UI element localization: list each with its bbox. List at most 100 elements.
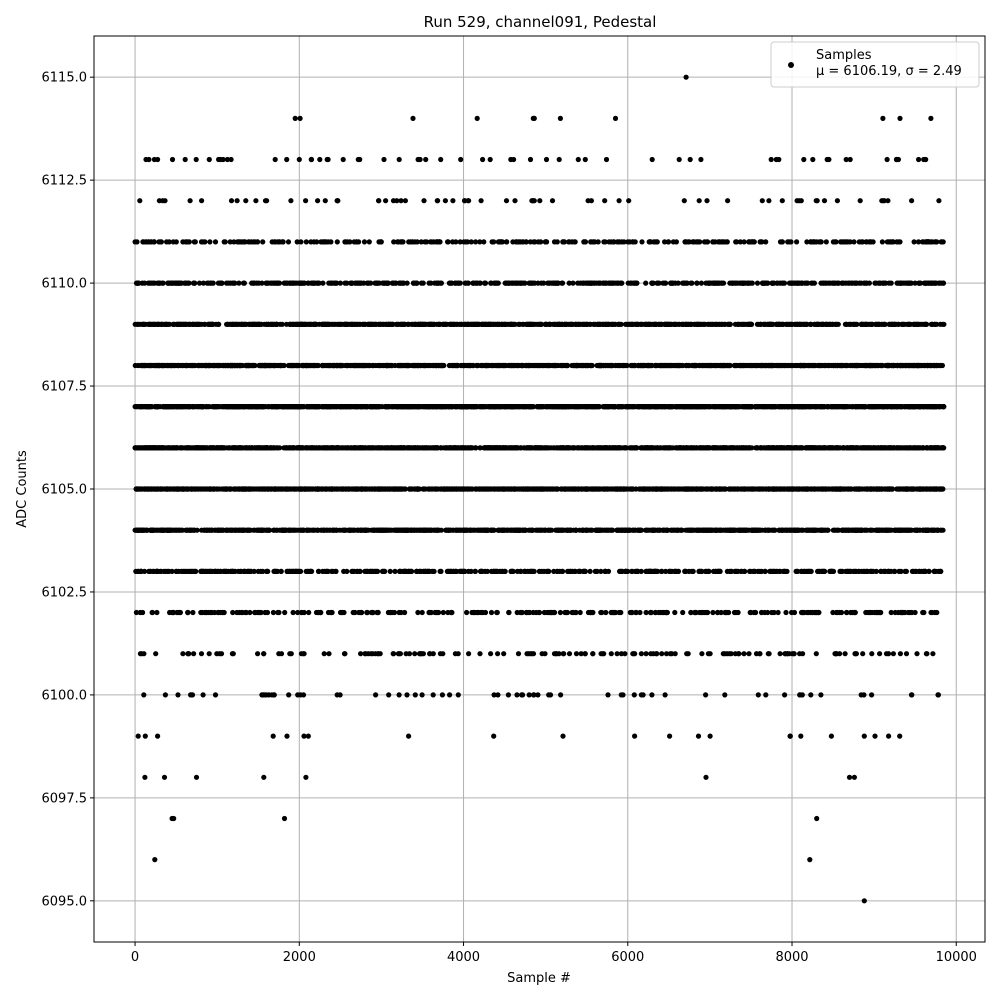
data-point [139, 651, 145, 657]
data-point [236, 609, 243, 616]
data-point [840, 527, 847, 533]
data-point [577, 568, 583, 575]
data-point [449, 609, 455, 616]
data-point [404, 692, 410, 698]
data-point [524, 651, 530, 657]
data-point [230, 651, 236, 657]
data-point [278, 568, 284, 575]
data-point [284, 733, 290, 739]
data-point [282, 609, 288, 616]
data-point [355, 486, 361, 492]
data-point [478, 568, 484, 575]
data-point [795, 568, 801, 575]
data-point [646, 568, 653, 575]
data-point [649, 692, 655, 698]
data-point [605, 486, 611, 492]
data-point [472, 568, 478, 575]
data-point [214, 486, 220, 492]
data-point [680, 609, 686, 616]
data-point [736, 527, 743, 533]
data-point [584, 486, 590, 492]
data-point [708, 527, 714, 533]
data-point [828, 733, 835, 739]
data-point [243, 609, 249, 616]
data-point [278, 651, 285, 657]
data-point [529, 486, 535, 492]
data-point [206, 609, 212, 616]
data-point [290, 609, 296, 616]
data-point [271, 692, 277, 698]
data-point [205, 486, 211, 492]
data-point [596, 486, 602, 492]
data-point [488, 609, 495, 616]
data-point [657, 527, 663, 533]
data-point [914, 651, 920, 657]
data-point [861, 568, 868, 575]
data-point [932, 527, 939, 533]
data-point [392, 568, 398, 575]
data-point [572, 568, 579, 575]
data-point [602, 568, 608, 575]
data-point [834, 609, 841, 616]
data-point [320, 568, 326, 575]
data-point [852, 527, 858, 533]
data-point [191, 486, 197, 492]
data-point [568, 568, 574, 575]
data-point [536, 609, 542, 616]
data-point [286, 692, 292, 698]
data-point [256, 609, 262, 616]
data-point [500, 568, 506, 575]
data-point [590, 651, 596, 657]
data-point [395, 527, 401, 533]
data-point [818, 692, 824, 698]
data-point [598, 568, 604, 575]
data-point [360, 486, 366, 492]
data-point [651, 527, 657, 533]
data-point [757, 651, 763, 657]
data-point [316, 568, 322, 575]
data-point [631, 651, 637, 657]
data-point [782, 692, 788, 698]
data-point [542, 651, 548, 657]
data-point [363, 568, 369, 575]
data-point [689, 568, 695, 575]
data-point [829, 568, 835, 575]
data-point [396, 692, 402, 698]
data-point [173, 527, 179, 533]
data-point [411, 527, 417, 533]
data-point [869, 568, 875, 575]
data-point [605, 692, 611, 698]
data-point [436, 527, 442, 533]
data-point [295, 692, 301, 698]
data-point [203, 568, 209, 575]
data-point [284, 486, 291, 492]
data-point [778, 527, 784, 533]
data-point [491, 527, 497, 533]
data-point [191, 651, 197, 657]
data-point [417, 527, 423, 533]
data-point [207, 568, 213, 575]
data-point [355, 527, 361, 533]
data-point [727, 527, 733, 533]
data-point [573, 651, 580, 657]
data-point [786, 651, 792, 657]
data-point [240, 527, 246, 533]
data-point [908, 692, 915, 698]
data-point [668, 527, 674, 533]
data-point [848, 486, 854, 492]
data-point [455, 651, 461, 657]
data-point [271, 527, 277, 533]
data-point [633, 609, 639, 616]
data-point [163, 486, 169, 492]
data-point [173, 568, 179, 575]
data-point [222, 568, 228, 575]
data-point [875, 609, 881, 616]
data-point [701, 609, 707, 616]
data-point [468, 568, 474, 575]
data-point [842, 651, 848, 657]
data-point [161, 774, 168, 780]
data-point [631, 527, 637, 533]
data-point [464, 609, 470, 616]
data-point [395, 651, 401, 657]
data-point [860, 651, 866, 657]
